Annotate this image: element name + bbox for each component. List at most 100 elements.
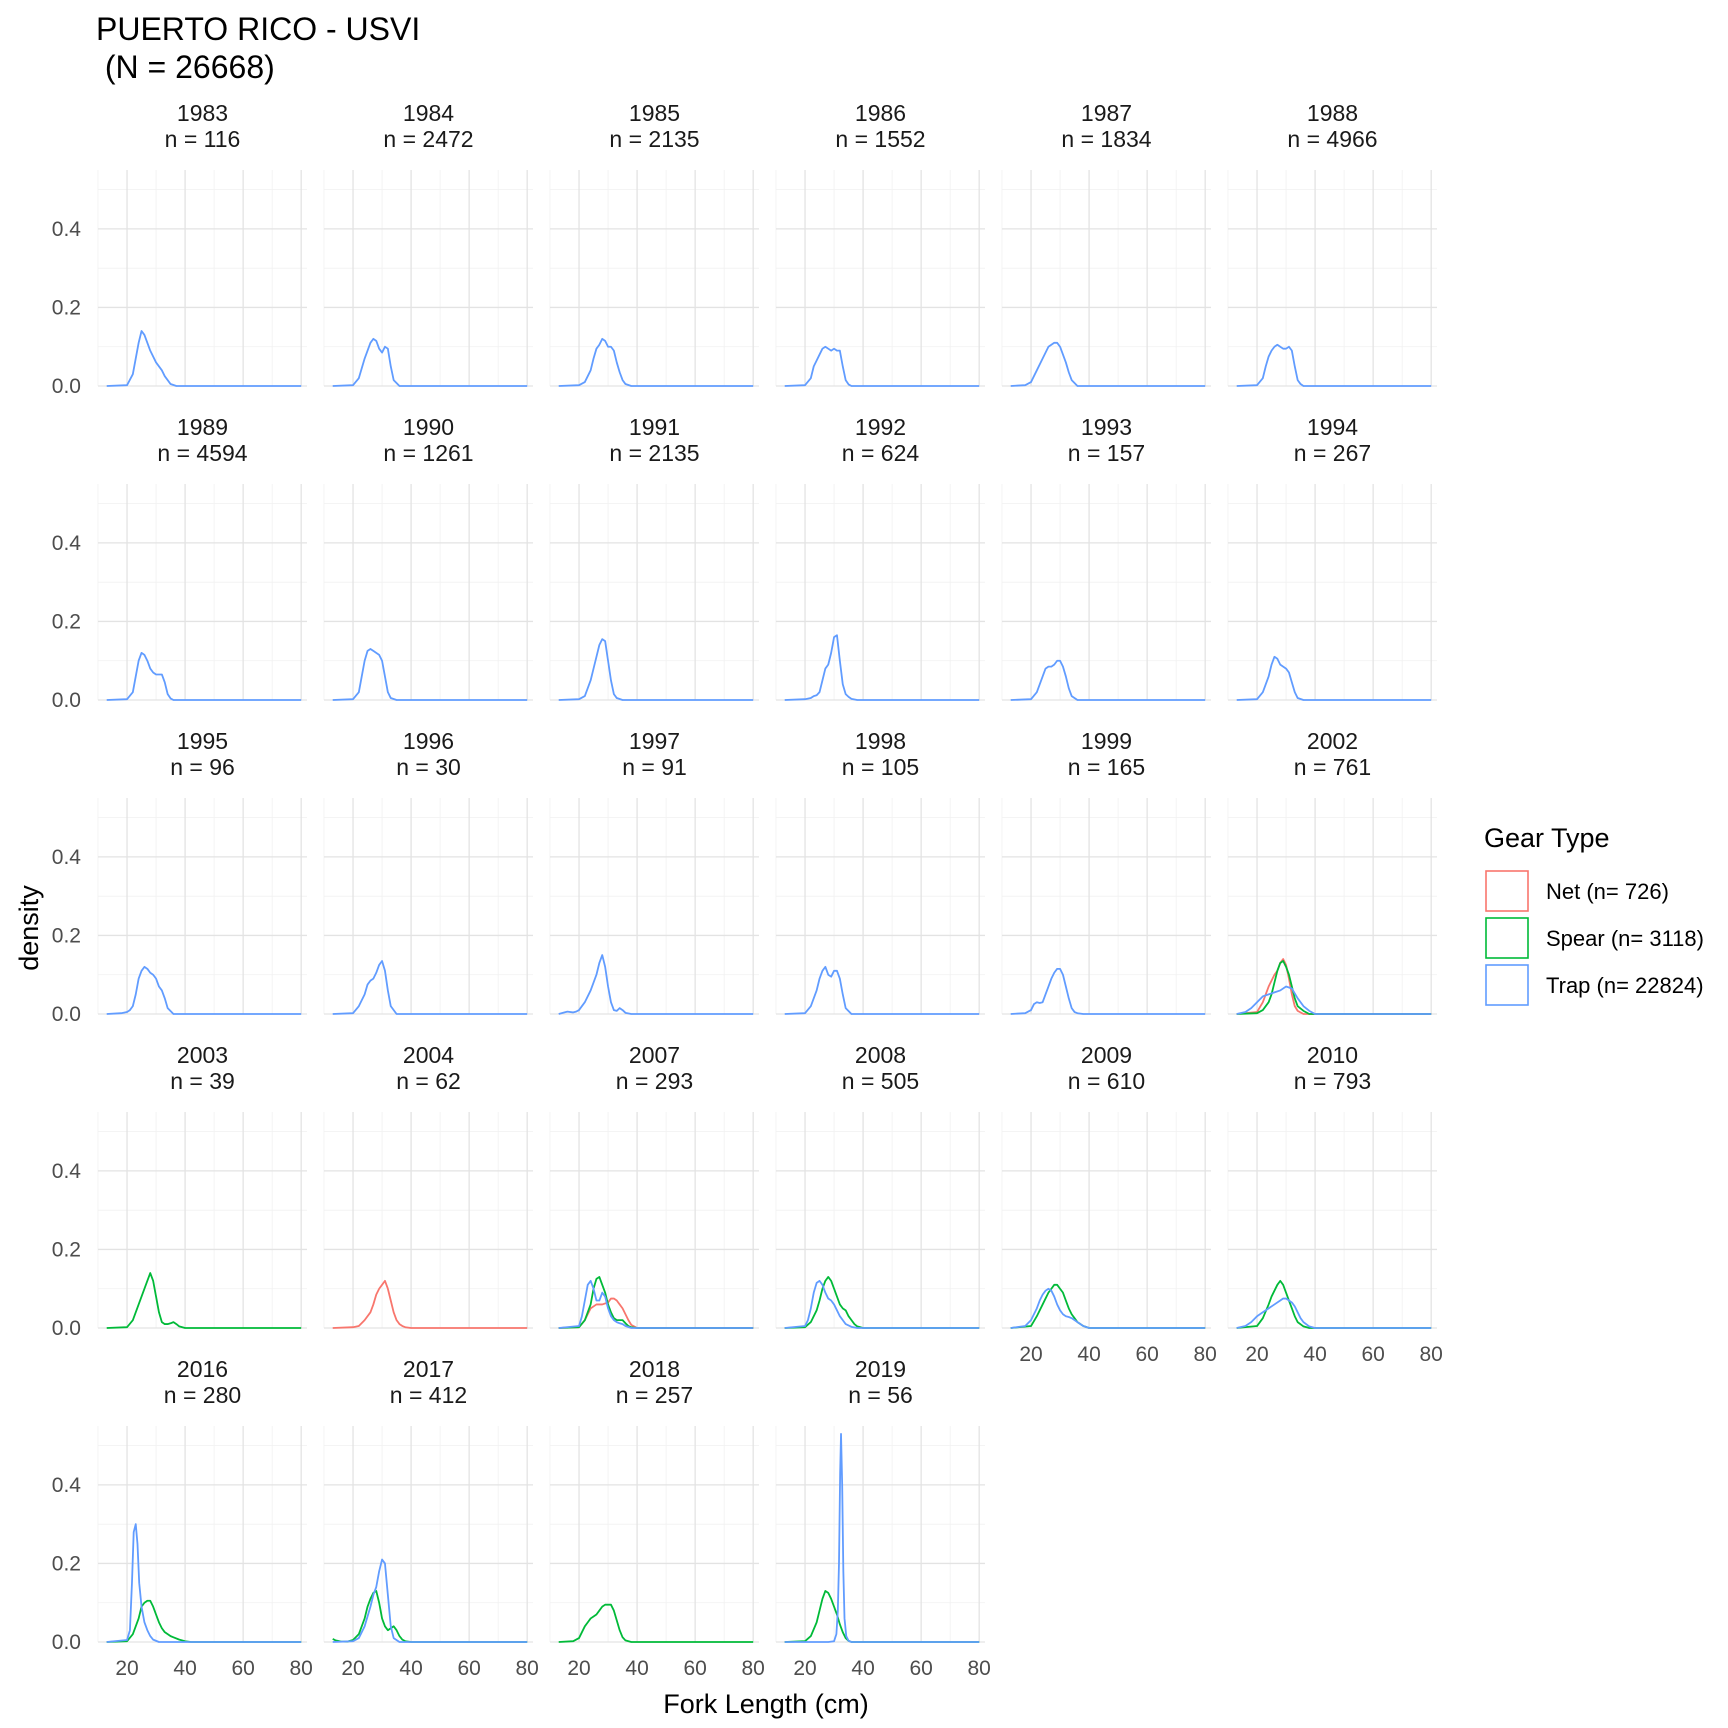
facet-year-label: 2010 xyxy=(1307,1042,1358,1068)
x-tick-label: 40 xyxy=(399,1657,422,1680)
facet-year-label: 1983 xyxy=(177,100,228,126)
density-line-trap xyxy=(784,1279,980,1329)
density-line-trap xyxy=(558,1279,754,1329)
x-tick-label: 80 xyxy=(516,1657,539,1680)
facet-n-label: n = 62 xyxy=(396,1068,461,1094)
x-tick-label: 40 xyxy=(851,1657,874,1680)
x-tick-label: 80 xyxy=(968,1657,991,1680)
density-line-trap xyxy=(106,651,302,701)
facet-n-label: n = 761 xyxy=(1294,754,1371,780)
density-line-trap xyxy=(1010,341,1206,387)
facet-year-label: 2019 xyxy=(855,1356,906,1382)
facet-year-label: 2003 xyxy=(177,1042,228,1068)
legend-item-spear: Spear (n= 3118) xyxy=(1485,917,1704,959)
legend: Gear Type Net (n= 726) Spear (n= 3118) Tra… xyxy=(1484,823,1704,1006)
x-tick-label: 60 xyxy=(231,1657,254,1680)
facet-n-label: n = 2472 xyxy=(383,126,473,152)
density-line-trap xyxy=(784,345,980,387)
legend-label: Spear (n= 3118) xyxy=(1546,926,1704,951)
facet-n-label: n = 4966 xyxy=(1287,126,1377,152)
facet-n-label: n = 280 xyxy=(164,1382,241,1408)
facet-n-label: n = 505 xyxy=(842,1068,919,1094)
y-tick-label: 0.2 xyxy=(52,610,81,633)
density-line-spear xyxy=(784,1590,980,1643)
density-line-spear xyxy=(558,1603,754,1643)
x-tick-label: 20 xyxy=(1245,1343,1268,1366)
y-tick-label: 0.0 xyxy=(52,1631,81,1654)
facet-n-label: n = 1834 xyxy=(1061,126,1151,152)
facet-year-label: 2009 xyxy=(1081,1042,1132,1068)
density-line-trap xyxy=(1010,659,1206,701)
density-line-trap xyxy=(106,1523,302,1643)
plot-title-line2: (N = 26668) xyxy=(96,49,275,85)
facet-year-label: 2016 xyxy=(177,1356,228,1382)
facet-n-label: n = 2135 xyxy=(609,126,699,152)
density-line-spear xyxy=(106,1272,302,1329)
facet-n-label: n = 1261 xyxy=(383,440,473,466)
facet-n-label: n = 267 xyxy=(1294,440,1371,466)
facet-n-label: n = 4594 xyxy=(157,440,247,466)
x-tick-label: 40 xyxy=(1077,1343,1100,1366)
density-line-trap xyxy=(784,634,980,701)
x-tick-label: 60 xyxy=(1135,1343,1158,1366)
legend-title: Gear Type xyxy=(1484,823,1610,853)
y-tick-label: 0.4 xyxy=(52,846,82,869)
density-line-trap xyxy=(332,1558,528,1643)
density-line-trap xyxy=(1236,655,1432,701)
facet-year-label: 2018 xyxy=(629,1356,680,1382)
facet-year-label: 1985 xyxy=(629,100,680,126)
facet-year-label: 1984 xyxy=(403,100,454,126)
density-line-trap xyxy=(1010,1287,1206,1329)
y-tick-label: 0.4 xyxy=(52,1160,82,1183)
x-tick-label: 60 xyxy=(683,1657,706,1680)
facet-n-label: n = 30 xyxy=(396,754,461,780)
y-tick-label: 0.0 xyxy=(52,1317,81,1340)
facet-n-label: n = 116 xyxy=(165,126,241,152)
x-tick-label: 60 xyxy=(457,1657,480,1680)
facet-year-label: 1994 xyxy=(1307,414,1358,440)
plot-title-line1: PUERTO RICO - USVI xyxy=(96,11,420,47)
facet-n-label: n = 105 xyxy=(842,754,919,780)
facet-year-label: 2007 xyxy=(629,1042,680,1068)
density-line-spear xyxy=(106,1599,302,1643)
density-line-trap xyxy=(332,960,528,1015)
facet-year-label: 1996 xyxy=(403,728,454,754)
facet-year-label: 1991 xyxy=(629,414,680,440)
y-tick-label: 0.4 xyxy=(52,532,82,555)
facet-n-label: n = 624 xyxy=(842,440,920,466)
legend-key-box xyxy=(1485,964,1529,1006)
facet-year-label: 1999 xyxy=(1081,728,1132,754)
facet-year-label: 1986 xyxy=(855,100,906,126)
density-line-trap xyxy=(558,954,754,1015)
y-tick-label: 0.0 xyxy=(52,689,81,712)
density-line-trap xyxy=(784,965,980,1015)
facet-n-label: n = 96 xyxy=(170,754,235,780)
facet-n-label: n = 1552 xyxy=(835,126,925,152)
facet-year-label: 1987 xyxy=(1081,100,1132,126)
density-line-trap xyxy=(1236,985,1432,1015)
facet-year-label: 1993 xyxy=(1081,414,1132,440)
density-line-trap xyxy=(1236,343,1432,387)
facet-n-label: n = 157 xyxy=(1068,440,1145,466)
